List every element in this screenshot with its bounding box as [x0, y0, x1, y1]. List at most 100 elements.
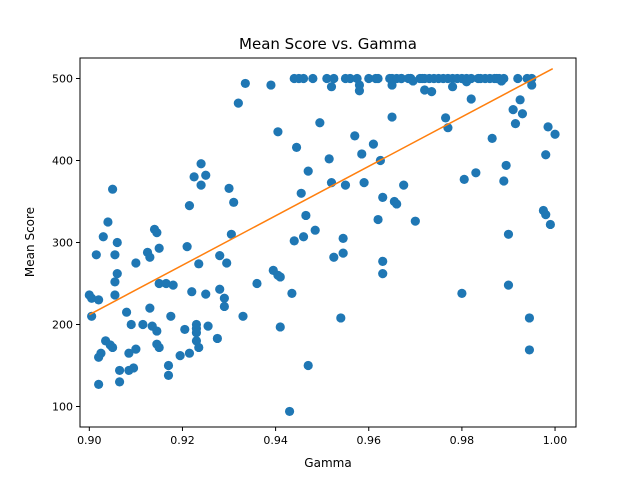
data-point — [110, 277, 120, 287]
data-point — [291, 142, 302, 152]
data-point — [378, 269, 388, 279]
data-point — [368, 139, 379, 149]
data-point — [364, 73, 374, 84]
x-tick-label: 1.00 — [543, 434, 568, 447]
data-point — [329, 252, 339, 262]
data-point — [252, 278, 262, 289]
data-point — [399, 180, 409, 190]
data-point — [310, 225, 320, 235]
y-tick-label: 300 — [52, 237, 73, 250]
data-point — [287, 288, 297, 298]
data-point — [110, 290, 120, 300]
data-point — [126, 319, 136, 330]
chart-title: Mean Score vs. Gamma — [239, 35, 417, 53]
data-point — [345, 73, 355, 84]
data-point — [350, 131, 360, 141]
data-point — [524, 313, 535, 323]
data-point — [121, 307, 132, 317]
data-point — [94, 352, 104, 362]
data-point — [296, 188, 306, 198]
data-point — [387, 80, 397, 90]
data-point — [298, 73, 309, 84]
data-point — [322, 73, 332, 84]
data-point — [229, 197, 239, 207]
x-tick-label: 0.92 — [170, 434, 195, 447]
data-point — [336, 313, 346, 323]
data-point — [203, 321, 213, 331]
data-point — [112, 269, 122, 279]
data-point — [459, 174, 469, 184]
data-point — [338, 248, 348, 258]
data-point — [224, 183, 234, 193]
x-axis-label: Gamma — [304, 456, 351, 470]
data-point — [145, 303, 155, 313]
data-point — [114, 377, 125, 387]
x-axis-ticks: 0.90 0.92 0.94 0.96 0.98 1.00 — [77, 427, 567, 447]
data-point — [378, 192, 388, 202]
data-point — [315, 118, 325, 128]
data-point — [527, 80, 537, 90]
data-point — [503, 229, 514, 239]
data-point — [410, 216, 420, 226]
data-point — [517, 109, 528, 119]
data-point — [233, 98, 243, 108]
data-point — [94, 379, 104, 389]
data-point — [396, 73, 406, 84]
data-point — [499, 73, 509, 84]
data-point — [128, 363, 139, 373]
data-point — [124, 348, 134, 358]
data-point — [114, 365, 125, 376]
data-point — [303, 360, 313, 371]
data-point — [515, 95, 525, 105]
data-point — [168, 280, 178, 290]
data-point — [420, 85, 430, 95]
data-point — [201, 170, 211, 180]
data-point — [550, 129, 560, 139]
data-point — [503, 280, 514, 290]
x-tick-label: 0.98 — [450, 434, 475, 447]
data-point — [338, 233, 348, 243]
data-point — [131, 344, 141, 354]
data-point — [226, 229, 236, 239]
data-point — [284, 406, 295, 417]
fit-line-group — [88, 67, 554, 316]
data-point — [110, 250, 120, 260]
data-point — [275, 322, 285, 332]
data-point — [298, 232, 309, 242]
data-point — [408, 76, 418, 86]
data-point — [108, 184, 118, 194]
data-point — [373, 214, 383, 225]
data-point — [510, 119, 521, 129]
data-point — [457, 288, 467, 298]
data-point — [238, 311, 248, 321]
data-point — [194, 259, 204, 269]
y-tick-label: 200 — [52, 319, 73, 332]
data-point — [387, 112, 397, 122]
data-point — [301, 210, 311, 221]
x-tick-label: 0.90 — [77, 434, 102, 447]
data-point — [87, 293, 97, 303]
data-point — [163, 360, 174, 371]
data-point — [466, 73, 476, 84]
y-tick-label: 400 — [52, 155, 73, 168]
data-point — [194, 342, 204, 353]
data-point — [447, 82, 458, 92]
data-point — [266, 80, 276, 90]
data-point — [273, 127, 283, 137]
data-point — [359, 178, 369, 188]
data-point — [201, 289, 211, 299]
data-point — [324, 154, 334, 164]
data-point — [131, 258, 141, 268]
data-point — [180, 324, 190, 335]
y-axis-label: Mean Score — [23, 207, 37, 277]
data-point — [152, 228, 162, 238]
data-point — [513, 73, 523, 84]
data-point — [184, 348, 195, 358]
data-point — [112, 237, 122, 248]
data-point — [329, 73, 339, 84]
data-point — [215, 284, 225, 294]
data-point — [154, 243, 164, 253]
data-point — [326, 82, 337, 92]
data-point — [108, 342, 118, 353]
